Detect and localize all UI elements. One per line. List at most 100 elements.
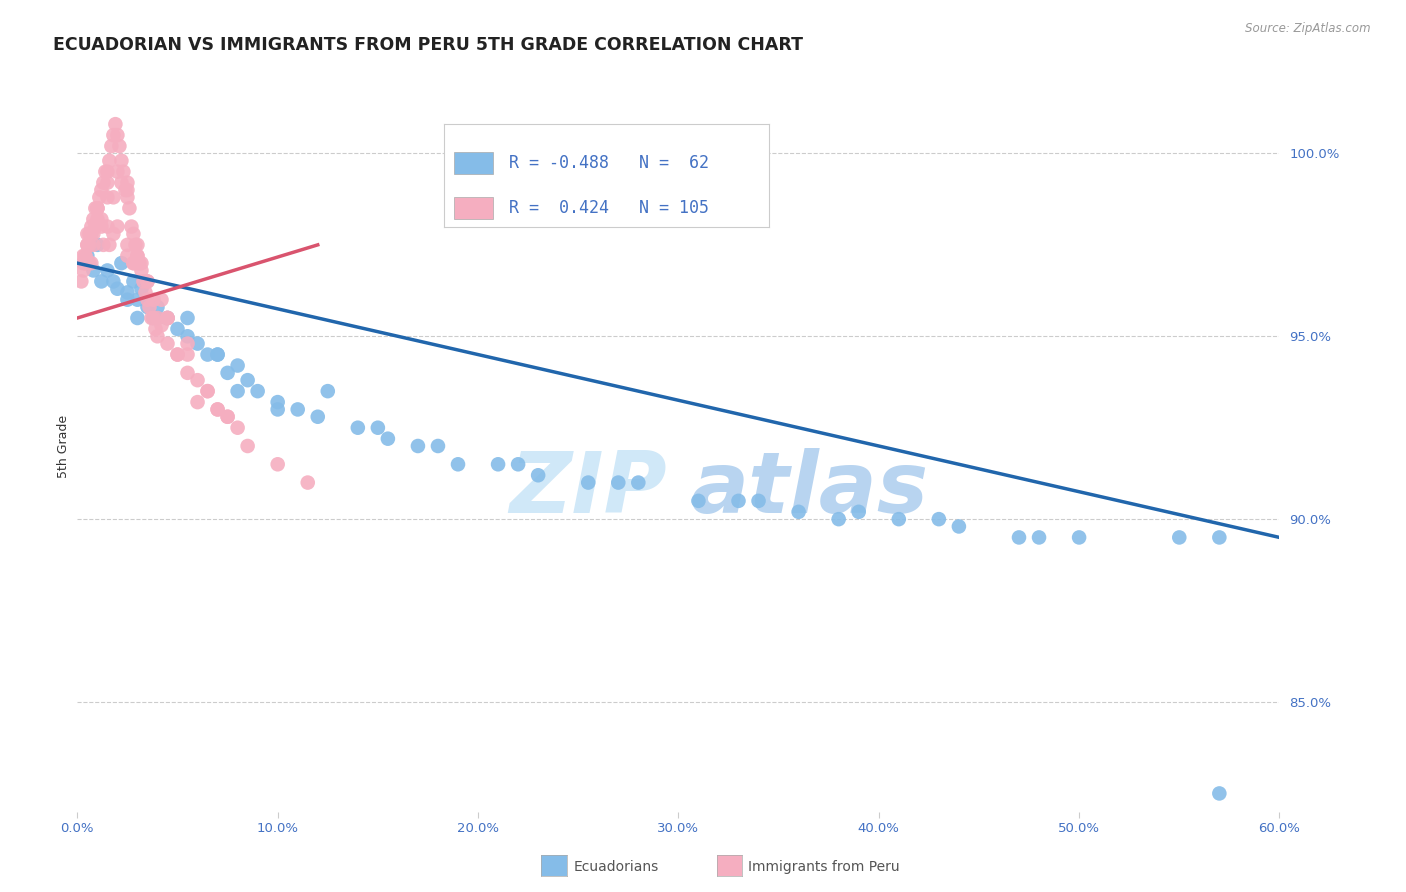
Point: [207, 402, 229, 417]
Point: [86, 202, 108, 216]
Point: [246, 384, 269, 399]
Point: [110, 256, 132, 270]
Point: [103, 128, 125, 143]
Point: [75, 256, 97, 270]
Point: [93, 238, 115, 252]
Point: [96, 176, 118, 190]
Point: [146, 300, 169, 314]
Point: [146, 311, 169, 326]
Point: [141, 311, 163, 326]
FancyBboxPatch shape: [454, 152, 492, 174]
Point: [176, 366, 198, 380]
Point: [100, 139, 122, 153]
Point: [142, 311, 165, 326]
Point: [86, 212, 108, 227]
Point: [187, 373, 209, 387]
Point: [138, 300, 160, 314]
Point: [828, 512, 851, 526]
Point: [112, 164, 135, 178]
Point: [117, 190, 139, 204]
Point: [108, 139, 131, 153]
Point: [146, 329, 169, 343]
Point: [727, 494, 749, 508]
Point: [627, 475, 650, 490]
Point: [166, 348, 188, 362]
Point: [107, 282, 129, 296]
Point: [146, 311, 169, 326]
Point: [217, 366, 239, 380]
Text: ZIP: ZIP: [509, 449, 666, 532]
Point: [1028, 531, 1050, 545]
Point: [287, 402, 309, 417]
Point: [156, 336, 179, 351]
Point: [120, 219, 142, 234]
Point: [377, 432, 399, 446]
Point: [948, 519, 970, 533]
Point: [1208, 787, 1230, 801]
FancyBboxPatch shape: [454, 197, 492, 219]
Point: [127, 311, 149, 326]
Point: [75, 256, 97, 270]
Point: [117, 293, 139, 307]
Point: [80, 227, 103, 241]
Point: [156, 311, 179, 326]
Point: [267, 395, 290, 409]
Point: [226, 421, 249, 435]
Point: [367, 421, 389, 435]
Point: [96, 190, 118, 204]
Point: [887, 512, 910, 526]
Point: [127, 249, 149, 263]
Point: [136, 275, 159, 289]
Point: [217, 409, 239, 424]
Point: [96, 263, 118, 277]
Point: [75, 249, 97, 263]
Point: [236, 373, 259, 387]
Point: [166, 322, 188, 336]
Point: [217, 409, 239, 424]
Point: [72, 256, 94, 270]
Point: [82, 263, 104, 277]
Point: [267, 458, 290, 472]
Point: [127, 249, 149, 263]
Point: [86, 202, 108, 216]
Text: Immigrants from Peru: Immigrants from Peru: [748, 860, 900, 874]
Point: [1168, 531, 1191, 545]
Point: [197, 384, 219, 399]
Point: [226, 384, 249, 399]
Point: [187, 395, 209, 409]
Point: [316, 384, 339, 399]
Point: [104, 117, 127, 131]
Point: [110, 176, 132, 190]
Point: [134, 285, 156, 300]
Point: [787, 505, 810, 519]
Point: [86, 238, 108, 252]
Point: [297, 475, 319, 490]
Point: [928, 512, 950, 526]
Point: [86, 202, 108, 216]
Point: [527, 468, 550, 483]
Point: [307, 409, 329, 424]
Point: [79, 256, 101, 270]
Point: [110, 153, 132, 168]
Point: [486, 458, 509, 472]
Point: [132, 275, 155, 289]
Text: ECUADORIAN VS IMMIGRANTS FROM PERU 5TH GRADE CORRELATION CHART: ECUADORIAN VS IMMIGRANTS FROM PERU 5TH G…: [53, 36, 803, 54]
Point: [122, 256, 145, 270]
Point: [127, 256, 149, 270]
Text: Ecuadorians: Ecuadorians: [574, 860, 659, 874]
Point: [98, 153, 121, 168]
Point: [166, 348, 188, 362]
Point: [117, 249, 139, 263]
Point: [207, 348, 229, 362]
Point: [207, 348, 229, 362]
Point: [82, 238, 104, 252]
Point: [508, 458, 530, 472]
Point: [76, 249, 98, 263]
Point: [142, 293, 165, 307]
Point: [124, 238, 146, 252]
Point: [688, 494, 710, 508]
Point: [156, 311, 179, 326]
Point: [156, 311, 179, 326]
Text: R = -0.488   N =  62: R = -0.488 N = 62: [509, 154, 709, 172]
Point: [80, 256, 103, 270]
